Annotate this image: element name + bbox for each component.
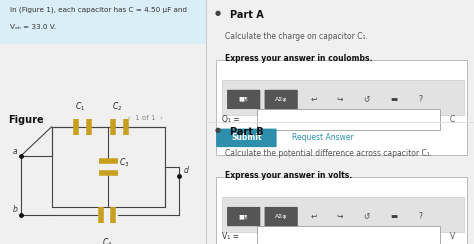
Text: Calculate the charge on capacitor C₁.: Calculate the charge on capacitor C₁.: [225, 32, 368, 41]
Text: ■¶: ■¶: [239, 214, 248, 219]
Text: ▬: ▬: [390, 212, 397, 221]
FancyBboxPatch shape: [216, 129, 277, 147]
Text: $C_2$: $C_2$: [112, 101, 123, 113]
Text: d: d: [183, 166, 188, 175]
Text: Part A: Part A: [230, 10, 264, 20]
Text: Calculate the potential difference across capacitor C₁.: Calculate the potential difference acros…: [225, 149, 432, 158]
Text: Request Answer: Request Answer: [292, 133, 354, 142]
FancyBboxPatch shape: [264, 90, 298, 109]
FancyBboxPatch shape: [216, 60, 467, 155]
Text: a: a: [12, 147, 17, 156]
Text: AΣφ: AΣφ: [275, 214, 287, 219]
FancyBboxPatch shape: [256, 109, 440, 130]
FancyBboxPatch shape: [0, 0, 206, 44]
Text: V₁ =: V₁ =: [222, 232, 239, 241]
FancyBboxPatch shape: [227, 207, 260, 226]
Text: ●: ●: [214, 127, 220, 133]
Text: V: V: [450, 232, 455, 241]
Text: $C_4$: $C_4$: [102, 237, 112, 244]
FancyBboxPatch shape: [256, 226, 440, 244]
Text: ↩: ↩: [310, 212, 317, 221]
FancyBboxPatch shape: [216, 177, 467, 244]
Text: ↪: ↪: [337, 212, 343, 221]
Text: Q₁ =: Q₁ =: [222, 115, 240, 124]
Text: Express your answer in volts.: Express your answer in volts.: [225, 171, 352, 180]
Text: $C_1$: $C_1$: [75, 101, 85, 113]
FancyBboxPatch shape: [227, 90, 260, 109]
Text: ↺: ↺: [364, 212, 370, 221]
Text: ?: ?: [419, 212, 422, 221]
Text: ●: ●: [214, 10, 220, 16]
Text: Figure: Figure: [8, 115, 44, 125]
Text: Part B: Part B: [230, 127, 264, 137]
FancyBboxPatch shape: [222, 80, 464, 115]
Text: Submit: Submit: [231, 133, 262, 142]
Text: b: b: [12, 205, 17, 214]
Text: ■¶: ■¶: [239, 97, 248, 102]
Text: ‹  1 of 1  ›: ‹ 1 of 1 ›: [128, 115, 163, 121]
Text: Express your answer in coulombs.: Express your answer in coulombs.: [225, 54, 372, 63]
Text: ↪: ↪: [337, 95, 343, 104]
Text: AΣφ: AΣφ: [275, 97, 287, 102]
Text: $C_3$: $C_3$: [118, 156, 129, 169]
Text: C: C: [450, 115, 455, 124]
Text: ↩: ↩: [310, 95, 317, 104]
FancyBboxPatch shape: [222, 197, 464, 232]
Text: ▬: ▬: [390, 95, 397, 104]
Text: In (Figure 1), each capacitor has C = 4.50 μF and: In (Figure 1), each capacitor has C = 4.…: [10, 6, 187, 13]
FancyBboxPatch shape: [264, 207, 298, 226]
Text: Vₐₕ = 33.0 V.: Vₐₕ = 33.0 V.: [10, 24, 56, 30]
Text: ↺: ↺: [364, 95, 370, 104]
Text: ?: ?: [419, 95, 422, 104]
